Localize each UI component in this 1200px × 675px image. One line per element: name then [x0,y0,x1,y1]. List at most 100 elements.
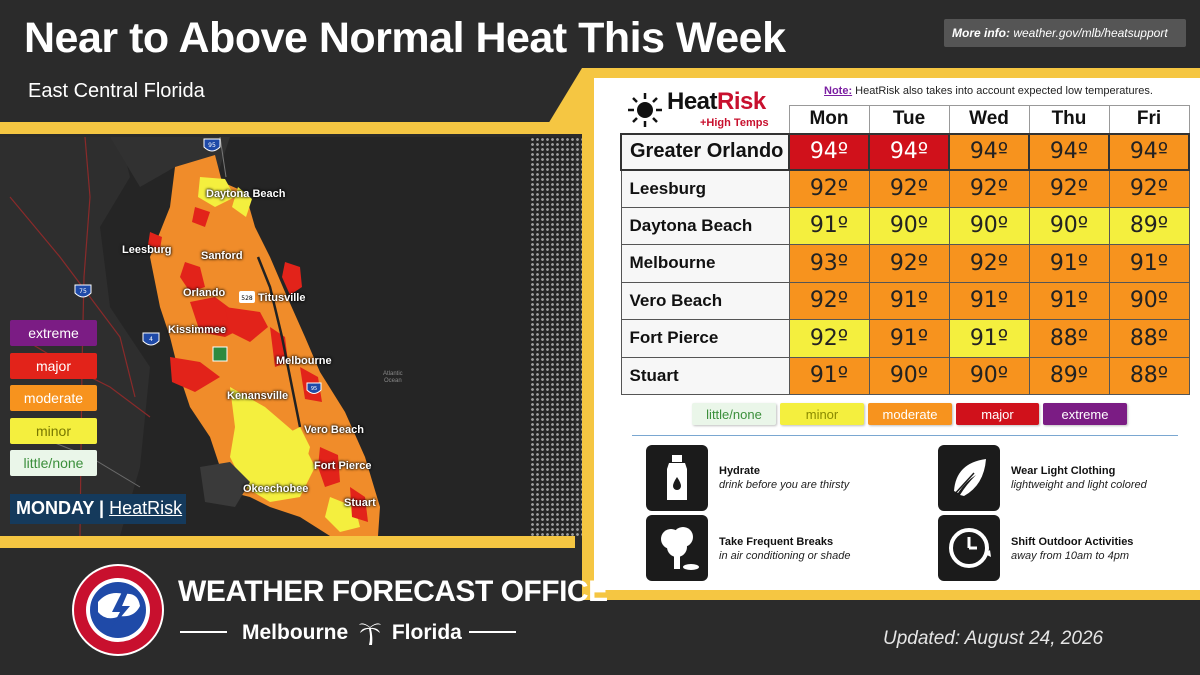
map-label-titusville: Titusville [258,292,306,304]
interstate-75-shield-icon: 75 [74,284,92,298]
table-row: Fort Pierce 92º 91º 91º 88º 88º [620,319,1190,358]
water-bottle-icon [646,445,708,511]
footer-line-right [469,631,516,633]
panel-legend-minor: minor [780,403,864,425]
shade-tree-icon [646,515,708,581]
badge-day: MONDAY [16,498,95,518]
svg-text:95: 95 [208,142,216,149]
temp-cell: 88º [1108,356,1190,395]
clock-icon [938,515,1000,581]
table-row: Leesburg 92º 92º 92º 92º 92º [620,169,1190,208]
map-label-sanford: Sanford [201,250,243,262]
day-header: Mon [788,105,870,134]
table-row: Greater Orlando 94º 94º 94º 94º 94º [620,132,1190,171]
row-city: Melbourne [620,244,790,283]
ocean-label-line2: Ocean [384,378,402,384]
tip-breaks-title: Take Frequent Breaks [719,536,834,548]
temp-cell: 91º [1108,244,1190,283]
map-legend-moderate: moderate [10,385,97,411]
temp-cell: 92º [1108,169,1190,208]
temp-cell: 90º [868,206,950,245]
map-legend-major: major [10,353,97,379]
nws-seal-logo [72,564,164,656]
map-label-ocean: Atlantic Ocean [383,371,403,385]
tip-hydrate-desc: drink before you are thirsty [719,479,850,491]
map-label-stuart: Stuart [344,497,376,509]
map-label-okeechobee: Okeechobee [243,483,309,495]
day-header: Wed [948,105,1030,134]
interstate-4-shield-icon: 4 [142,332,160,346]
map-label-orlando: Orlando [183,287,226,299]
temp-cell: 92º [868,244,950,283]
tip-shift-title: Shift Outdoor Activities [1011,536,1134,548]
map-legend-extreme: extreme [10,320,97,346]
interstate-95-shield-icon: 95 [203,138,221,152]
temp-cell: 94º [868,132,950,171]
temp-cell: 94º [948,132,1030,171]
office-location: Melbourne Florida [242,617,462,645]
sun-icon [628,93,662,127]
panel-legend-extreme: extreme [1043,403,1127,425]
temp-cell: 91º [1028,244,1110,283]
temp-cell: 92º [948,169,1030,208]
brand-sub: +High Temps [700,117,769,129]
interstate-95-south-shield-icon: 95 [306,382,322,394]
day-header: Tue [868,105,950,134]
table-row: Melbourne 93º 92º 92º 91º 91º [620,244,1190,283]
row-city: Fort Pierce [620,319,790,358]
temp-cell: 92º [788,169,870,208]
more-info-label: More info: [952,26,1010,40]
map-label-melbourne: Melbourne [276,355,332,367]
tip-clothing-title: Wear Light Clothing [1011,465,1116,477]
brand-accent: Risk [717,88,766,115]
temp-cell: 90º [948,206,1030,245]
row-city: Greater Orlando [620,132,790,171]
office-state: Florida [391,621,462,644]
table-row: Vero Beach 92º 91º 91º 91º 90º [620,281,1190,320]
row-city: Leesburg [620,169,790,208]
table-row: Stuart 91º 90º 90º 89º 88º [620,356,1190,395]
temp-cell: 90º [948,356,1030,395]
temp-cell: 92º [788,319,870,358]
temp-cell: 91º [868,281,950,320]
temp-cell: 90º [868,356,950,395]
map-label-daytona-beach: Daytona Beach [206,188,286,200]
note: Note: HeatRisk also takes into account e… [824,85,1153,97]
svg-text:4: 4 [149,336,153,343]
more-info-link[interactable]: weather.gov/mlb/heatsupport [1013,26,1168,40]
ocean-label-line1: Atlantic [383,371,403,377]
temp-cell: 92º [868,169,950,208]
row-city: Daytona Beach [620,206,790,245]
map-label-fort-pierce: Fort Pierce [314,460,372,472]
temp-cell: 91º [788,356,870,395]
temp-cell: 90º [1028,206,1110,245]
map-day-badge: MONDAY | HeatRisk [10,494,186,524]
day-header: Thu [1028,105,1110,134]
table-header-row: Mon Tue Wed Thu Fri [621,105,1190,134]
office-title: WEATHER FORECAST OFFICE [178,575,608,608]
turnpike-shield-icon [212,346,228,362]
florida-map-graphic [0,137,575,536]
row-city: Vero Beach [620,281,790,320]
page-title: Near to Above Normal Heat This Week [24,14,786,62]
badge-product: HeatRisk [109,498,183,518]
temp-cell: 92º [1028,169,1110,208]
sr-528-shield-icon: 528 [239,291,255,303]
temp-cell: 88º [1028,319,1110,358]
day-header: Fri [1108,105,1190,134]
map-bottom-accent-bar [0,536,575,548]
tip-hydrate-title: Hydrate [719,465,760,477]
tip-breaks-desc: in air conditioning or shade [719,550,851,562]
region-subtitle: East Central Florida [28,80,205,102]
note-text: HeatRisk also takes into account expecte… [855,85,1153,97]
map-top-accent-bar [0,122,575,134]
temp-cell: 91º [1028,281,1110,320]
svg-text:528: 528 [241,295,253,302]
temp-cell: 94º [788,132,870,171]
svg-text:75: 75 [79,288,87,295]
more-info-box[interactable]: More info: weather.gov/mlb/heatsupport [944,19,1186,47]
badge-separator: | [99,498,105,518]
temp-cell: 89º [1028,356,1110,395]
heatrisk-map: 95 75 4 528 95 Daytona Beach Leesburg Sa… [0,137,575,536]
map-legend-little-none: little/none [10,450,97,476]
